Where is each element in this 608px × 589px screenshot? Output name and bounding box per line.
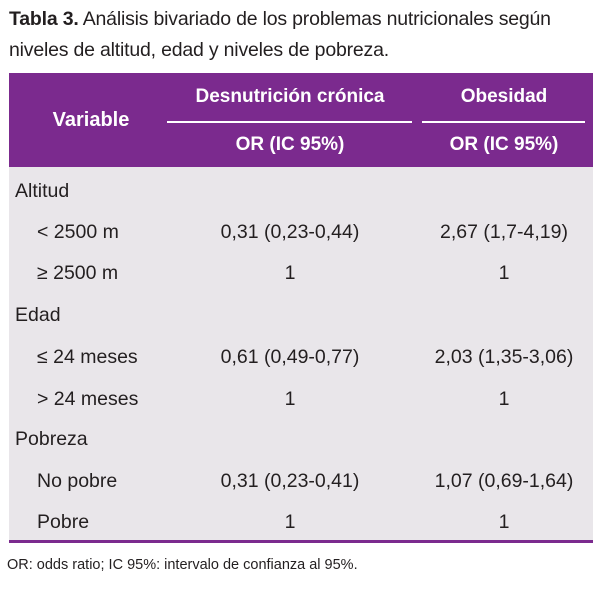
table-caption: Tabla 3. Análisis bivariado de los probl… bbox=[9, 4, 601, 66]
table-row: No pobre 0,31 (0,23-0,41) 1,07 (0,69-1,6… bbox=[9, 461, 593, 502]
row-or-obesidad: 1 bbox=[498, 262, 510, 284]
row-or-desnutricion: 1 bbox=[284, 511, 296, 533]
row-or-desnutricion: 1 bbox=[284, 262, 296, 284]
row-or-desnutricion: 1 bbox=[284, 388, 296, 410]
header-rule-desnutricion bbox=[167, 121, 412, 123]
row-or-desnutricion: 0,61 (0,49-0,77) bbox=[220, 346, 360, 368]
results-table: Variable Desnutrición crónica Obesidad O… bbox=[9, 73, 593, 542]
table-row: ≤ 24 meses 0,61 (0,49-0,77) 2,03 (1,35-3… bbox=[9, 337, 593, 378]
row-or-desnutricion: 0,31 (0,23-0,41) bbox=[220, 470, 360, 492]
table-caption-label: Tabla 3. bbox=[9, 8, 79, 30]
row-variable: < 2500 m bbox=[37, 221, 119, 243]
row-variable: Edad bbox=[15, 304, 61, 326]
header-or-desnutricion: OR (IC 95%) bbox=[235, 134, 345, 155]
row-variable: ≥ 2500 m bbox=[37, 262, 119, 284]
row-or-obesidad: 2,03 (1,35-3,06) bbox=[434, 346, 574, 368]
row-variable: ≤ 24 meses bbox=[37, 346, 138, 368]
table-row: < 2500 m 0,31 (0,23-0,44) 2,67 (1,7-4,19… bbox=[9, 212, 593, 253]
table-row: Pobre 1 1 bbox=[9, 502, 593, 543]
table-row: > 24 meses 1 1 bbox=[9, 379, 593, 420]
row-or-obesidad: 2,67 (1,7-4,19) bbox=[440, 221, 568, 243]
header-variable: Variable bbox=[52, 108, 130, 131]
table-row: Edad bbox=[9, 295, 593, 336]
row-variable: Pobre bbox=[37, 511, 90, 533]
row-variable: Altitud bbox=[15, 180, 70, 202]
header-rule-obesidad bbox=[422, 121, 585, 123]
table-caption-text: Análisis bivariado de los problemas nutr… bbox=[9, 8, 551, 61]
table-row: Altitud bbox=[9, 171, 593, 212]
table-bottom-rule bbox=[9, 540, 593, 543]
row-variable: No pobre bbox=[37, 470, 118, 492]
row-or-obesidad: 1,07 (0,69-1,64) bbox=[434, 470, 574, 492]
table-header: Variable Desnutrición crónica Obesidad O… bbox=[9, 73, 593, 167]
row-variable: > 24 meses bbox=[37, 388, 139, 410]
row-variable: Pobreza bbox=[15, 428, 88, 450]
header-obesidad: Obesidad bbox=[460, 86, 548, 107]
row-or-obesidad: 1 bbox=[498, 388, 510, 410]
header-desnutricion-cronica: Desnutrición crónica bbox=[195, 86, 385, 107]
row-or-obesidad: 1 bbox=[498, 511, 510, 533]
header-or-obesidad: OR (IC 95%) bbox=[449, 134, 559, 155]
table-row: Pobreza bbox=[9, 419, 593, 460]
table-row: ≥ 2500 m 1 1 bbox=[9, 253, 593, 294]
row-or-desnutricion: 0,31 (0,23-0,44) bbox=[220, 221, 360, 243]
table-footnote: OR: odds ratio; IC 95%: intervalo de con… bbox=[7, 557, 358, 573]
